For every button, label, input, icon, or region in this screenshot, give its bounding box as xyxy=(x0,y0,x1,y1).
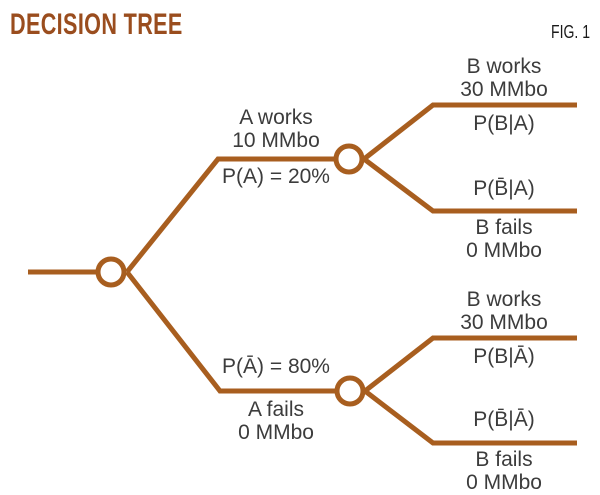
edge-b-works-given-a xyxy=(362,102,577,161)
label-a-fails: A fails 0 MMbo xyxy=(196,398,356,444)
label-p-b-given-a: P(B|A) xyxy=(473,112,535,135)
edge-a-fails xyxy=(125,270,337,394)
label-b-fails-given-a-outcome: B fails xyxy=(475,216,533,239)
edge-b-fails-given-not-a xyxy=(363,389,577,446)
label-a-fails-outcome: A fails xyxy=(247,398,305,421)
label-p-not-a: P(Ā) = 80% xyxy=(222,355,330,378)
label-a-fails-amount: 0 MMbo xyxy=(238,421,314,444)
label-p-not-b-given-not-a: P(B̄|Ā) xyxy=(473,408,535,431)
label-b-fails-given-a-amount: 0 MMbo xyxy=(466,239,542,262)
label-b-works-given-not-a-amount: 30 MMbo xyxy=(460,311,548,334)
chance-node-given-a xyxy=(333,143,365,175)
chance-node-given-not-a xyxy=(334,375,366,407)
label-b-fails-given-not-a-outcome: B fails xyxy=(475,448,533,471)
label-b-works-given-not-a: B works 30 MMbo xyxy=(424,288,584,334)
edge-a-works xyxy=(125,156,336,274)
label-b-works-given-not-a-outcome: B works xyxy=(466,288,542,311)
label-p-not-b-given-a: P(B̄|A) xyxy=(473,177,535,200)
label-b-fails-given-not-a-amount: 0 MMbo xyxy=(466,471,542,494)
label-a-works: A works 10 MMbo xyxy=(196,106,356,152)
label-a-works-amount: 10 MMbo xyxy=(232,129,320,152)
edge-b-fails-given-a xyxy=(362,157,577,214)
figure-number: FIG. 1 xyxy=(550,22,590,42)
label-b-works-given-a-outcome: B works xyxy=(466,55,542,78)
chance-node-root xyxy=(95,256,127,288)
label-p-a: P(A) = 20% xyxy=(222,165,330,188)
label-p-b-given-not-a: P(B|Ā) xyxy=(473,345,535,368)
label-b-works-given-a: B works 30 MMbo xyxy=(424,55,584,101)
page-title: DECISION TREE xyxy=(10,8,183,41)
label-b-fails-given-not-a: B fails 0 MMbo xyxy=(424,448,584,494)
label-a-works-outcome: A works xyxy=(239,106,313,129)
label-b-works-given-a-amount: 30 MMbo xyxy=(460,78,548,101)
edge-b-works-given-not-a xyxy=(363,335,577,393)
label-b-fails-given-a: B fails 0 MMbo xyxy=(424,216,584,262)
